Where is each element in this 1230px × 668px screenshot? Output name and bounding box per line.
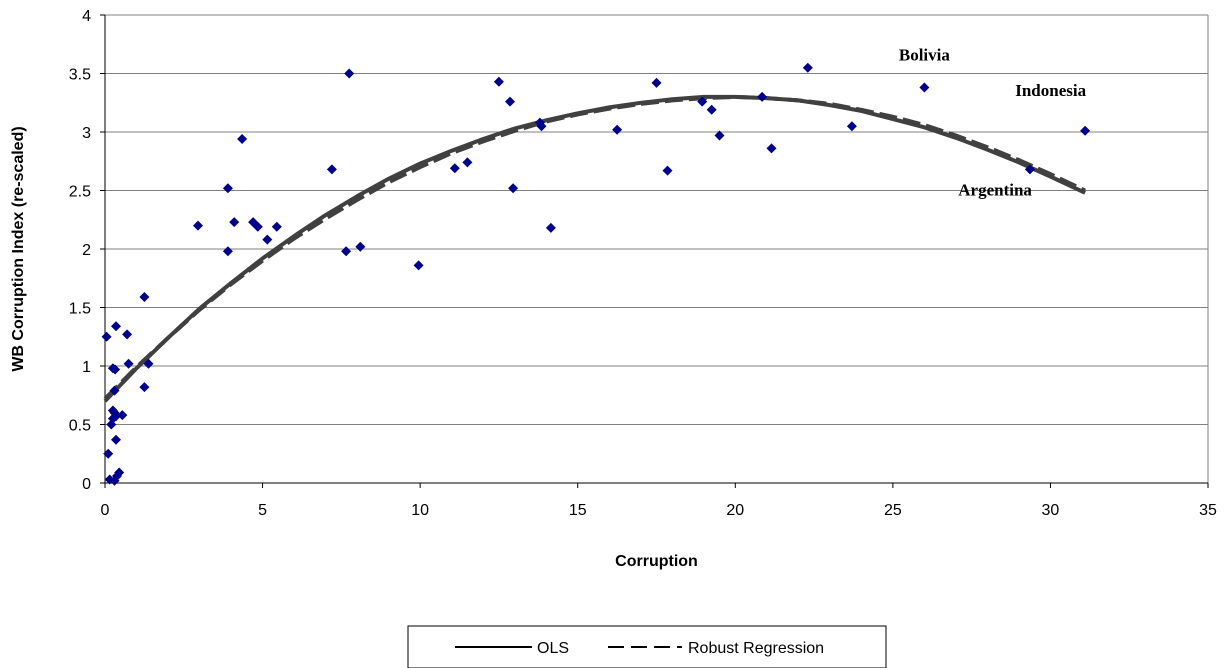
grid bbox=[105, 14, 1209, 483]
data-point bbox=[103, 448, 114, 459]
y-tick-label: 2 bbox=[82, 242, 91, 259]
data-point bbox=[612, 124, 623, 135]
data-point bbox=[413, 260, 424, 271]
data-point bbox=[143, 358, 154, 369]
annotation-indonesia: Indonesia bbox=[1015, 81, 1086, 100]
data-point bbox=[341, 246, 352, 257]
x-tick-label: 20 bbox=[726, 502, 744, 519]
data-point bbox=[262, 234, 273, 245]
robust-regression-line bbox=[103, 94, 1086, 401]
x-tick-label: 15 bbox=[569, 502, 587, 519]
data-point bbox=[1024, 164, 1035, 175]
x-tick-label: 35 bbox=[1199, 502, 1217, 519]
y-tick-label: 1.5 bbox=[69, 301, 91, 318]
data-point bbox=[697, 96, 708, 107]
data-point bbox=[117, 410, 128, 421]
data-point bbox=[508, 183, 519, 194]
y-tick-label: 3.5 bbox=[69, 67, 91, 84]
y-tick-label: 0.5 bbox=[69, 418, 91, 435]
data-point bbox=[111, 434, 121, 445]
data-point bbox=[493, 76, 504, 87]
x-tick-label: 0 bbox=[101, 502, 110, 519]
data-point bbox=[706, 104, 717, 115]
y-tick-label: 2.5 bbox=[69, 184, 91, 201]
data-point bbox=[355, 241, 366, 252]
data-point bbox=[326, 164, 337, 175]
data-point bbox=[766, 143, 777, 154]
x-tick-label: 5 bbox=[258, 502, 267, 519]
data-point bbox=[462, 157, 473, 168]
data-point bbox=[1080, 125, 1091, 136]
data-point bbox=[139, 382, 150, 393]
data-point bbox=[139, 292, 150, 302]
data-point bbox=[237, 134, 248, 144]
data-point bbox=[846, 121, 857, 132]
tick-labels: 0 0.5 1 1.5 2 2.5 3 3.5 4 0 5 10 15 20 25 30 35 bbox=[69, 8, 1217, 519]
data-point bbox=[193, 220, 203, 231]
data-point bbox=[109, 385, 120, 396]
data-point bbox=[757, 91, 768, 102]
data-point bbox=[101, 331, 112, 342]
y-tick-label: 3 bbox=[82, 125, 91, 142]
data-point bbox=[505, 96, 515, 107]
legend: OLS Robust Regression bbox=[407, 625, 887, 668]
x-tick-label: 25 bbox=[884, 502, 902, 519]
data-point bbox=[111, 411, 121, 422]
data-point bbox=[714, 130, 725, 141]
fit-lines bbox=[103, 94, 1086, 403]
x-tick-label: 10 bbox=[411, 502, 429, 519]
axes bbox=[100, 14, 1209, 488]
data-point bbox=[252, 221, 263, 232]
data-point bbox=[110, 364, 121, 375]
scatter-points bbox=[101, 62, 1091, 486]
legend-ols-label: OLS bbox=[537, 640, 569, 657]
annotation-bolivia: Bolivia bbox=[899, 46, 951, 65]
y-axis-title: WB Corruption Index (re-scaled) bbox=[10, 126, 27, 371]
data-point bbox=[222, 246, 233, 257]
annotation-argentina: Argentina bbox=[958, 180, 1032, 199]
x-tick-label: 30 bbox=[1042, 502, 1060, 519]
y-tick-label: 1 bbox=[82, 359, 91, 376]
data-point bbox=[123, 358, 134, 369]
data-point bbox=[271, 221, 282, 232]
data-point bbox=[114, 467, 125, 478]
legend-robust-label: Robust Regression bbox=[688, 640, 824, 657]
data-point bbox=[222, 183, 233, 194]
y-tick-label: 4 bbox=[82, 8, 91, 25]
y-tick-label: 0 bbox=[82, 476, 91, 493]
data-point bbox=[662, 165, 673, 176]
data-point bbox=[651, 77, 662, 88]
data-point bbox=[344, 68, 355, 79]
data-point bbox=[449, 163, 460, 174]
data-point bbox=[802, 62, 813, 73]
annotations: Bolivia Indonesia Argentina bbox=[899, 46, 1087, 200]
data-point bbox=[111, 321, 121, 332]
data-point bbox=[229, 217, 240, 228]
data-point bbox=[919, 82, 930, 93]
data-point bbox=[545, 222, 556, 233]
x-axis-title: Corruption bbox=[615, 553, 698, 570]
data-point bbox=[122, 329, 133, 340]
data-point bbox=[536, 121, 547, 132]
